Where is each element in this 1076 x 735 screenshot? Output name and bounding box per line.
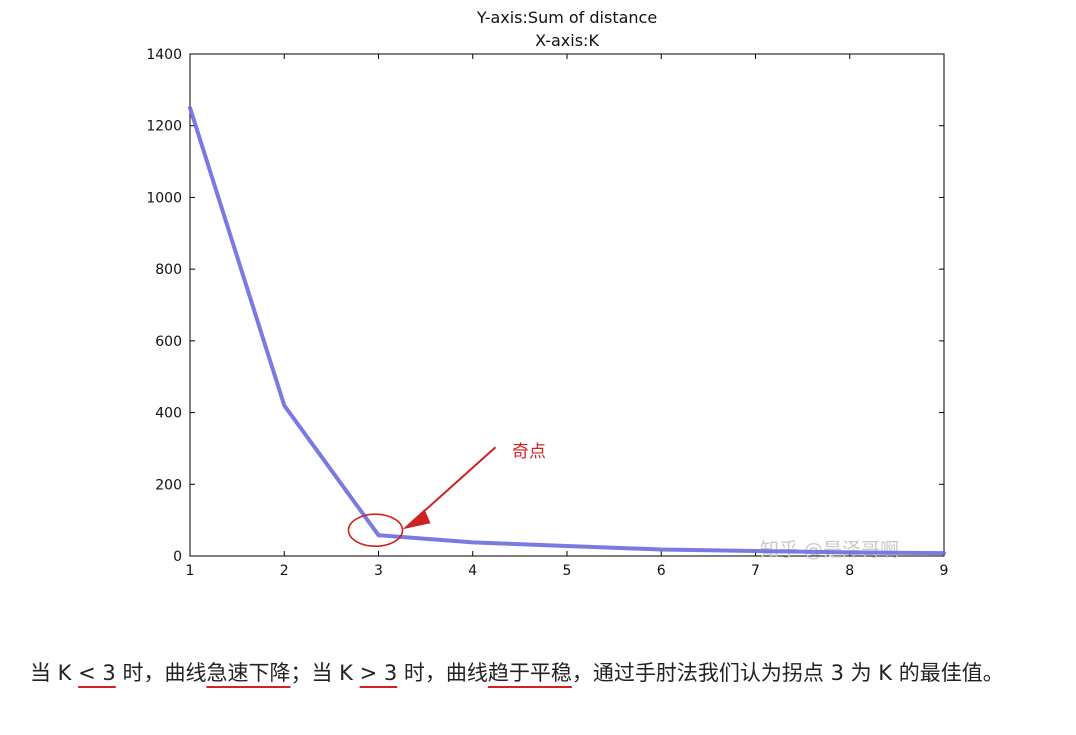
x-tick-label: 5 bbox=[563, 563, 572, 579]
caption-plateau: 趋于平稳 bbox=[487, 661, 572, 685]
x-tick-label: 8 bbox=[845, 563, 854, 579]
y-tick-label: 600 bbox=[155, 334, 182, 350]
caption: 当 K < 3 时，曲线急速下降；当 K > 3 时，曲线趋于平稳，通过手肘法我… bbox=[30, 656, 1060, 690]
x-tick-label: 1 bbox=[186, 563, 195, 579]
caption-condition-gt: > 3 bbox=[359, 661, 398, 685]
y-tick-label: 800 bbox=[155, 262, 182, 278]
caption-text-3: ；当 K bbox=[290, 661, 360, 685]
x-tick-label: 6 bbox=[657, 563, 666, 579]
plot-area bbox=[189, 53, 945, 557]
chart-title: Y-axis:Sum of distance bbox=[476, 8, 657, 27]
elbow-chart: Y-axis:Sum of distance X-axis:K 1 2 3 4 5 6 7 8… bbox=[146, 8, 948, 579]
annotation-arrow-head bbox=[402, 509, 431, 530]
y-tick-label: 400 bbox=[155, 406, 182, 422]
caption-text-2: 时，曲线 bbox=[115, 661, 207, 685]
watermark: 知乎 @是泽哥啊 bbox=[760, 539, 899, 561]
caption-text-1: 当 K bbox=[30, 661, 79, 685]
annotation-label: 奇点 bbox=[512, 442, 546, 462]
x-tick-label: 7 bbox=[751, 563, 760, 579]
x-tick-label: 4 bbox=[468, 563, 477, 579]
x-tick-label: 2 bbox=[280, 563, 289, 579]
series-line bbox=[188, 105, 946, 556]
annotation-circle bbox=[347, 513, 404, 548]
y-tick-label: 1400 bbox=[146, 47, 182, 63]
x-tick-label: 9 bbox=[940, 563, 949, 579]
data-points bbox=[189, 107, 945, 554]
annotation: 奇点 bbox=[347, 442, 546, 548]
caption-rapid-decline: 急速下降 bbox=[206, 661, 291, 685]
y-tick-label: 1000 bbox=[146, 190, 182, 206]
axis-ticks: 1 2 3 4 5 6 7 8 9 0 200 400 600 800 1000 1200 1400 bbox=[146, 47, 948, 579]
caption-text-5: ，通过手肘法我们认为拐点 3 为 K 的最佳值。 bbox=[571, 661, 1004, 685]
y-tick-label: 1200 bbox=[146, 119, 182, 135]
y-tick-label: 200 bbox=[155, 477, 182, 493]
x-tick-label: 3 bbox=[374, 563, 383, 579]
chart-subtitle: X-axis:K bbox=[535, 31, 599, 50]
caption-text-4: 时，曲线 bbox=[397, 661, 488, 685]
y-tick-label: 0 bbox=[173, 549, 182, 565]
caption-condition-lt: < 3 bbox=[78, 661, 116, 685]
